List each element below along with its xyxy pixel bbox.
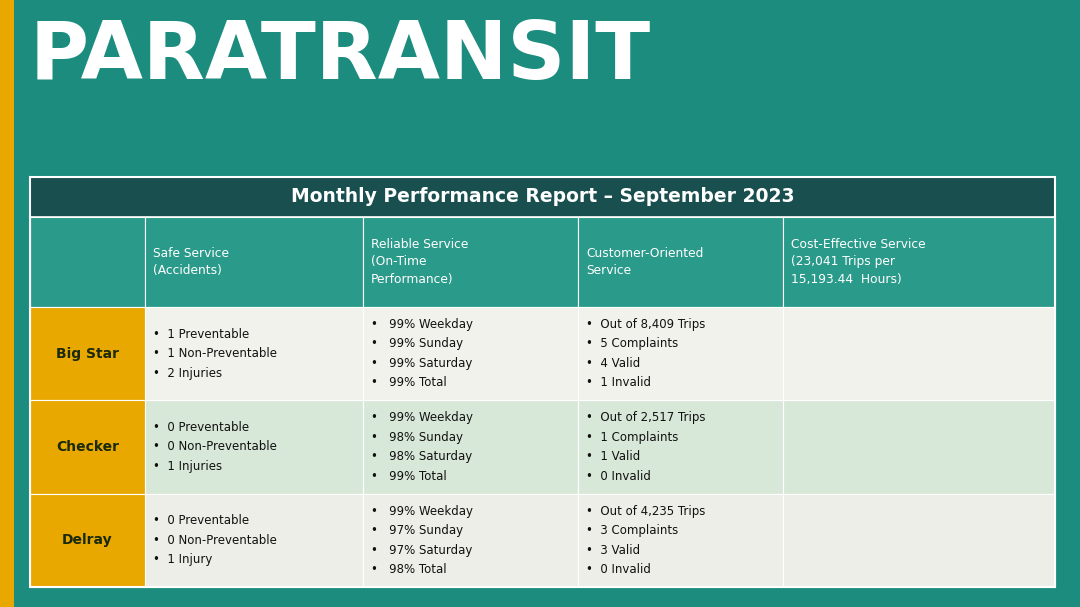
Bar <box>783 401 1055 493</box>
Text: •  Out of 2,517 Trips
•  1 Complaints
•  1 Valid
•  0 Invalid: • Out of 2,517 Trips • 1 Complaints • 1 … <box>586 412 706 483</box>
Text: •   99% Weekday
•   98% Sunday
•   98% Saturday
•   99% Total: • 99% Weekday • 98% Sunday • 98% Saturda… <box>372 412 473 483</box>
Text: Monthly Performance Report – September 2023: Monthly Performance Report – September 2… <box>291 188 794 206</box>
Text: Customer-Oriented
Service: Customer-Oriented Service <box>586 247 704 277</box>
Bar <box>145 307 363 401</box>
Bar <box>783 217 1055 307</box>
Text: Cost-Effective Service
(23,041 Trips per
15,193.44  Hours): Cost-Effective Service (23,041 Trips per… <box>792 238 926 286</box>
Text: Big Star: Big Star <box>56 347 119 361</box>
Bar <box>363 401 579 493</box>
Bar <box>363 217 579 307</box>
Bar <box>145 217 363 307</box>
Bar <box>0 0 14 607</box>
Text: •   99% Weekday
•   99% Sunday
•   99% Saturday
•   99% Total: • 99% Weekday • 99% Sunday • 99% Saturda… <box>372 318 473 390</box>
Bar <box>145 401 363 493</box>
Text: PARATRANSIT: PARATRANSIT <box>30 18 651 96</box>
Text: •  0 Preventable
•  0 Non-Preventable
•  1 Injuries: • 0 Preventable • 0 Non-Preventable • 1 … <box>152 421 276 473</box>
Bar <box>30 307 145 401</box>
Bar <box>30 177 1055 587</box>
Text: Safe Service
(Accidents): Safe Service (Accidents) <box>152 247 229 277</box>
Bar <box>30 493 145 587</box>
Bar <box>783 493 1055 587</box>
Text: •  Out of 8,409 Trips
•  5 Complaints
•  4 Valid
•  1 Invalid: • Out of 8,409 Trips • 5 Complaints • 4 … <box>586 318 705 390</box>
Bar <box>30 177 1055 217</box>
Text: •  Out of 4,235 Trips
•  3 Complaints
•  3 Valid
•  0 Invalid: • Out of 4,235 Trips • 3 Complaints • 3 … <box>586 504 705 576</box>
Text: •  0 Preventable
•  0 Non-Preventable
•  1 Injury: • 0 Preventable • 0 Non-Preventable • 1 … <box>152 514 276 566</box>
Bar <box>30 217 145 307</box>
Bar <box>579 401 783 493</box>
Text: Reliable Service
(On-Time
Performance): Reliable Service (On-Time Performance) <box>372 238 469 286</box>
Bar <box>579 493 783 587</box>
Text: •   99% Weekday
•   97% Sunday
•   97% Saturday
•   98% Total: • 99% Weekday • 97% Sunday • 97% Saturda… <box>372 504 473 576</box>
Bar <box>145 493 363 587</box>
Bar <box>30 401 145 493</box>
Text: Delray: Delray <box>62 534 112 548</box>
Bar <box>363 493 579 587</box>
Bar <box>783 307 1055 401</box>
Text: Checker: Checker <box>56 440 119 454</box>
Bar <box>363 307 579 401</box>
Bar <box>579 217 783 307</box>
Text: •  1 Preventable
•  1 Non-Preventable
•  2 Injuries: • 1 Preventable • 1 Non-Preventable • 2 … <box>152 328 276 379</box>
Bar <box>579 307 783 401</box>
